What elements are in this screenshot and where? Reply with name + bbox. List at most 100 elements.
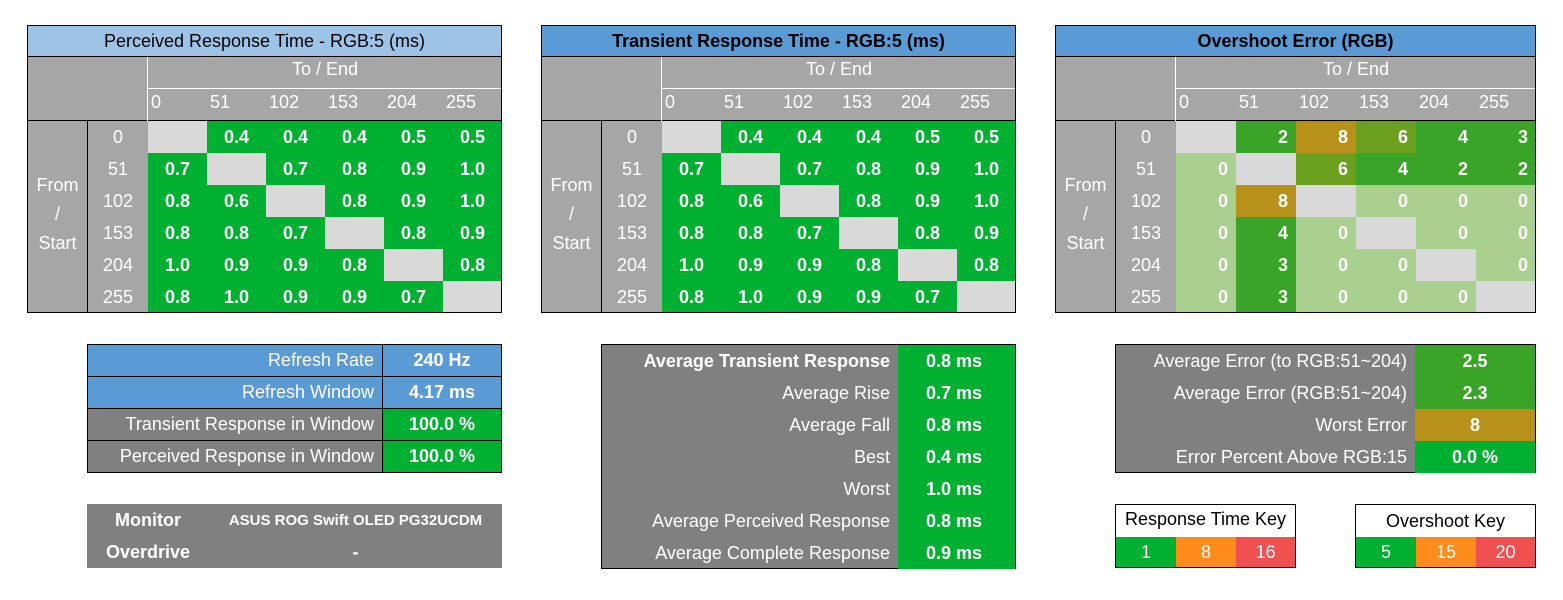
y-tick-label: 102 [102, 190, 134, 211]
heatmap-cell: 0.8 [898, 217, 957, 249]
heatmap-cell [780, 185, 839, 217]
heatmap-cell: 0 [1176, 185, 1236, 217]
heatmap-cell: 0.5 [443, 121, 502, 153]
overshoot-key: Overshoot Key 5 15 20 [1355, 504, 1536, 568]
y-tick-label: 0 [626, 126, 637, 147]
heatmap-cell [1176, 121, 1236, 153]
heatmap-cell: 1.0 [721, 281, 780, 313]
heatmap-cell: 0.8 [148, 185, 207, 217]
y-tick-label: 255 [1130, 286, 1162, 307]
heatmap-cell: 0.9 [721, 249, 780, 281]
heatmap-cell: 0.9 [780, 249, 839, 281]
y-tick-label: 0 [1140, 126, 1151, 147]
overshoot-key-red: 20 [1476, 537, 1535, 567]
summary-value: 0.8 ms [898, 345, 1015, 377]
heatmap-cell: 0.4 [780, 121, 839, 153]
heatmap-cell: 0 [1416, 185, 1476, 217]
heatmap-cell: 0.5 [384, 121, 443, 153]
error-summary-label: Error Percent Above RGB:15 [1175, 446, 1407, 467]
heatmap-cell: 0.5 [898, 121, 957, 153]
y-tick-label: 153 [616, 222, 648, 243]
x-tick-label: 51 [1239, 92, 1260, 112]
heatmap-cell: 0.8 [443, 249, 502, 281]
transient-in-window-label: Transient Response in Window [88, 409, 382, 440]
heatmap-cell: 0.7 [266, 217, 325, 249]
heatmap-cell [1236, 153, 1296, 185]
heatmap-cell: 0.8 [148, 281, 207, 313]
heatmap-cell: 2 [1476, 153, 1536, 185]
heatmap-cell [898, 249, 957, 281]
y-tick-label: 102 [1130, 190, 1162, 211]
heatmap-cell [384, 249, 443, 281]
heatmap-cell [1416, 249, 1476, 281]
to-end-label: To / End [805, 59, 873, 79]
y-tick-label: 0 [112, 126, 123, 147]
y-tick-column [1116, 121, 1176, 313]
heatmap-cell: 0 [1296, 249, 1356, 281]
heatmap-cell: 0.7 [266, 153, 325, 185]
panel-header-bg [27, 57, 502, 121]
heatmap-cell: 2 [1416, 153, 1476, 185]
heatmap-cell: 0 [1296, 217, 1356, 249]
panel-header-bg [541, 57, 1016, 121]
refresh-window-label: Refresh Window [88, 377, 382, 408]
y-tick-column [88, 121, 148, 313]
heatmap-cell: 1.0 [207, 281, 266, 313]
x-tick-label: 102 [1299, 92, 1330, 112]
x-tick-label: 102 [783, 92, 814, 112]
y-tick-label: 51 [621, 158, 643, 179]
from-start-column [27, 121, 88, 313]
heatmap-cell: 0.8 [325, 249, 384, 281]
heatmap-cell: 0.8 [662, 217, 721, 249]
x-tick-label: 0 [665, 92, 676, 112]
heatmap-cell: 0.8 [957, 249, 1016, 281]
heatmap-cell: 0.9 [207, 249, 266, 281]
panel-title: Perceived Response Time - RGB:5 (ms) [27, 25, 502, 57]
y-tick-label: 51 [1135, 158, 1157, 179]
heatmap-cell: 1.0 [148, 249, 207, 281]
heatmap-cell [266, 185, 325, 217]
response-time-key-title: Response Time Key [1124, 509, 1287, 529]
y-tick-label: 153 [102, 222, 134, 243]
heatmap-cell: 0.4 [207, 121, 266, 153]
perceived-in-window-label: Perceived Response in Window [88, 441, 382, 472]
x-tick-label: 255 [960, 92, 991, 112]
summary-value: 0.4 ms [898, 441, 1015, 473]
y-tick-label: 204 [1130, 254, 1162, 275]
heatmap-cell: 0.4 [325, 121, 384, 153]
summary-label: Average Transient Response [643, 350, 890, 371]
heatmap-cell: 3 [1476, 121, 1536, 153]
from-start-label: Start [38, 233, 77, 253]
from-start-label: / [1082, 204, 1088, 224]
response-key-orange: 8 [1176, 537, 1236, 567]
heatmap-cell: 0 [1176, 217, 1236, 249]
x-tick-label: 102 [269, 92, 300, 112]
heatmap-cell: 0.9 [384, 185, 443, 217]
header-divider [1175, 57, 1176, 121]
heatmap-cell: 3 [1236, 281, 1296, 313]
heatmap-cell: 0.8 [839, 185, 898, 217]
heatmap-cell [148, 121, 207, 153]
heatmap-cell: 0 [1476, 185, 1536, 217]
heatmap-cell [839, 217, 898, 249]
heatmap-cell: 0 [1296, 281, 1356, 313]
transient-summary-table: Average Transient Response 0.8 ms Average … [601, 344, 1016, 569]
heatmap-cell: 0 [1176, 249, 1236, 281]
heatmap-cell: 0.7 [898, 281, 957, 313]
monitor-info: Monitor ASUS ROG Swift OLED PG32UCDM Ove… [87, 504, 502, 568]
heatmap-cell: 6 [1296, 153, 1356, 185]
refresh-rate-label: Refresh Rate [88, 345, 382, 376]
error-summary-value: 2.3 [1415, 377, 1535, 409]
from-start-column [1055, 121, 1116, 313]
from-start-label: From [550, 175, 593, 195]
summary-label: Average Complete Response [655, 542, 890, 563]
heatmap-cell: 0 [1176, 153, 1236, 185]
heatmap-cell: 6 [1356, 121, 1416, 153]
y-tick-label: 102 [616, 190, 648, 211]
heatmap-cell: 0.9 [898, 153, 957, 185]
x-tick-label: 51 [210, 92, 231, 112]
summary-label: Average Perceived Response [652, 510, 890, 531]
perceived-in-window-value: 100.0 % [383, 441, 501, 472]
heatmap-cell: 0.8 [325, 185, 384, 217]
heatmap-cell: 4 [1236, 217, 1296, 249]
